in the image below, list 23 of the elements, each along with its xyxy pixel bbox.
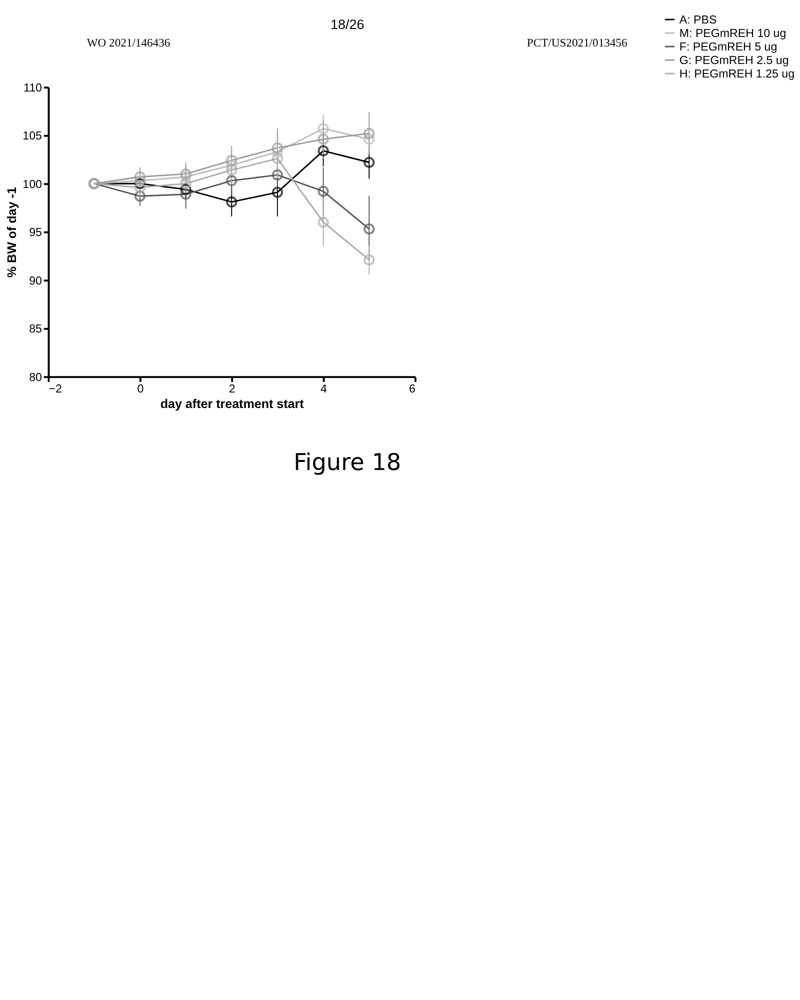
y-axis-title: % BW of day -1 [4, 187, 19, 278]
x-tick-label: 0 [137, 384, 144, 396]
legend-label: M: PEGmREH 10 ug [679, 28, 786, 40]
y-tick-label: 100 [22, 178, 42, 191]
y-tick-label: 85 [29, 324, 42, 336]
caption: Figure 18 [294, 450, 402, 476]
x-tick-label: 4 [320, 384, 328, 396]
legend-label: G: PEGmREH 2.5 ug [679, 54, 789, 67]
text: WO 2021/146436 [86, 36, 170, 50]
y-tick-label: 95 [29, 227, 42, 240]
y-tick-label: 110 [24, 82, 42, 94]
x-tick-label: 6 [408, 384, 416, 396]
text: PCT/US2021/013456 [526, 36, 628, 50]
x-axis-title: day after treatment start [160, 396, 305, 411]
x-tick-label: 2 [228, 384, 236, 396]
y-tick-label: 90 [29, 275, 42, 288]
legend-label: A: PBS [679, 14, 717, 26]
y-tick-label: 80 [29, 372, 42, 384]
legend-label: H: PEGmREH 1.25 ug [679, 68, 795, 80]
text: 18/26 [330, 17, 364, 32]
legend-label: F: PEGmREH 5 ug [679, 41, 778, 54]
x-tick-label: −2 [48, 384, 62, 396]
y-tick-label: 105 [22, 130, 42, 143]
